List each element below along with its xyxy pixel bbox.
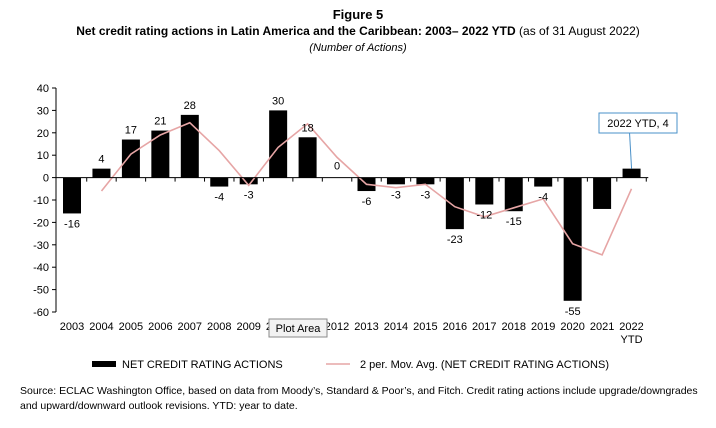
data-label: 18	[301, 122, 313, 134]
data-label: -6	[362, 196, 372, 208]
callout-box	[598, 112, 678, 134]
chart-title: Net credit rating actions in Latin Ameri…	[0, 24, 716, 38]
tooltip-box	[268, 318, 328, 338]
y-axis: 40 30 20 10 0 -10 -20 -30 -40 -50 -60	[33, 83, 57, 319]
x-tick-label: 2013	[354, 321, 378, 333]
moving-average-series[interactable]	[100, 121, 633, 256]
x-tick-label: 2006	[148, 321, 172, 333]
x-tick-label: YTD	[621, 334, 643, 346]
x-tick-label: 2018	[502, 321, 526, 333]
legend: NET CREDIT RATING ACTIONS 2 per. Mov. Av…	[92, 359, 609, 371]
chart-subtitle: (Number of Actions)	[309, 42, 407, 54]
y-tick-label: 10	[37, 150, 49, 162]
data-label: 4	[98, 154, 104, 166]
figure-label: Figure 5	[332, 7, 384, 22]
x-tick-label: 2014	[384, 321, 408, 333]
bar-series[interactable]	[63, 110, 641, 301]
data-label: -16	[64, 218, 80, 230]
bar[interactable]	[121, 139, 140, 178]
data-label: -4	[214, 192, 224, 204]
bar[interactable]	[504, 177, 523, 212]
bar[interactable]	[63, 177, 81, 214]
x-tick-label: 2009	[236, 321, 260, 333]
y-tick-label: -50	[33, 285, 49, 297]
y-tick-label: -30	[33, 240, 49, 252]
data-label: 28	[184, 100, 196, 112]
bar[interactable]	[445, 177, 464, 230]
x-tick-label: 2019	[531, 321, 555, 333]
legend-bar-swatch	[92, 361, 116, 367]
callout-text: 2022 YTD, 4	[607, 118, 669, 130]
x-tick-label: 2020	[560, 321, 584, 333]
bar[interactable]	[386, 177, 405, 185]
data-label: 30	[272, 95, 284, 107]
bar[interactable]	[269, 110, 288, 178]
bar[interactable]	[534, 177, 553, 187]
data-label: -3	[244, 189, 254, 201]
x-axis: 2003200420052006200720082009201020112012…	[56, 177, 649, 346]
legend-bar-label: NET CREDIT RATING ACTIONS	[122, 359, 283, 371]
y-tick-label: -10	[33, 195, 49, 207]
bar[interactable]	[151, 130, 170, 178]
x-tick-label: 2017	[472, 321, 496, 333]
source-note: Source: ECLAC Washington Office, based o…	[20, 385, 698, 412]
y-tick-label: 30	[37, 105, 49, 117]
x-tick-label: 2015	[413, 321, 437, 333]
y-tick-label: -20	[33, 217, 49, 229]
bar[interactable]	[239, 177, 258, 185]
y-tick-label: 40	[37, 83, 49, 95]
x-tick-label: 2007	[178, 321, 202, 333]
callout-2022: 2022 YTD, 4	[598, 112, 678, 169]
data-label: -23	[447, 234, 463, 246]
bar[interactable]	[416, 177, 435, 185]
bar[interactable]	[563, 177, 582, 301]
data-label: -3	[421, 189, 431, 201]
y-tick-label: 20	[37, 128, 49, 140]
plot-area-tooltip: Plot Area	[268, 318, 328, 338]
chart-title-date: (as of 31 August 2022)	[519, 24, 640, 38]
y-tick-label: 0	[43, 173, 49, 185]
data-label: -4	[538, 192, 548, 204]
chart-title-main: Net credit rating actions in Latin Ameri…	[76, 24, 516, 38]
x-tick-label: 2004	[89, 321, 113, 333]
data-label: 0	[334, 161, 340, 173]
callout-leader-line	[629, 132, 633, 169]
bar[interactable]	[475, 177, 494, 205]
y-tick-label: -40	[33, 262, 49, 274]
x-tick-label: 2012	[325, 321, 349, 333]
x-tick-label: 2022	[619, 321, 643, 333]
data-label: 17	[125, 125, 137, 137]
bar[interactable]	[298, 137, 317, 178]
x-tick-label: 2016	[443, 321, 467, 333]
legend-line-label: 2 per. Mov. Avg. (NET CREDIT RATING ACTI…	[360, 359, 609, 371]
x-tick-label: 2003	[60, 321, 84, 333]
data-label: -15	[506, 216, 522, 228]
bar[interactable]	[622, 168, 641, 178]
bar[interactable]	[92, 168, 111, 178]
x-tick-label: 2021	[590, 321, 614, 333]
x-tick-label: 2008	[207, 321, 231, 333]
data-label: -3	[391, 189, 401, 201]
data-labels: -16 4 17 21 28 -4 -3 30 18 0 -6 -3 -3 -23 -12 -15 -4 -55	[64, 95, 581, 317]
x-tick-label: 2005	[119, 321, 143, 333]
data-label: 21	[154, 116, 166, 128]
tooltip-text: Plot Area	[276, 323, 322, 335]
data-label: -12	[476, 209, 492, 221]
bar[interactable]	[210, 177, 229, 187]
y-tick-label: -60	[33, 307, 49, 319]
bar[interactable]	[593, 177, 612, 209]
data-label: -55	[565, 306, 581, 318]
moving-average-line[interactable]	[100, 121, 633, 256]
bar[interactable]	[180, 114, 199, 178]
